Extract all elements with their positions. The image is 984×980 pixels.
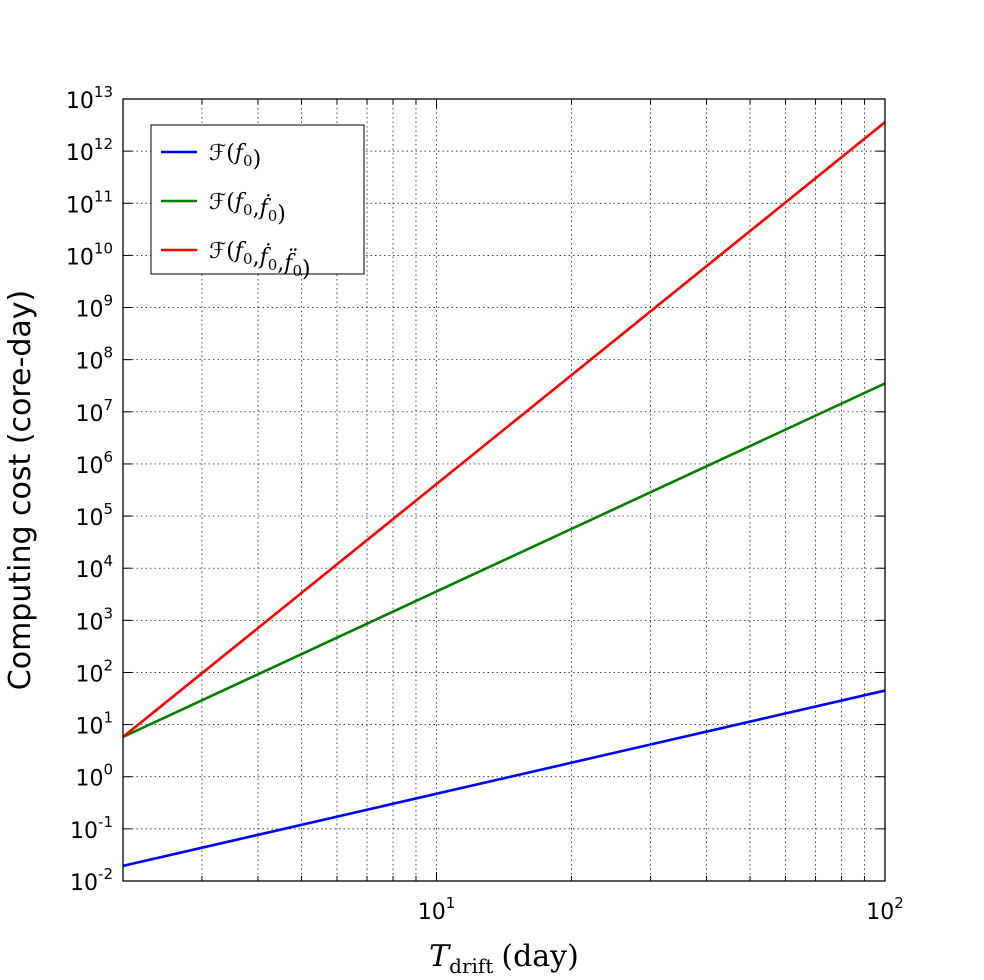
x-axis-label: Tdrift (day) bbox=[429, 939, 579, 978]
y-tick-label-base: 10 bbox=[75, 558, 103, 583]
y-tick-label-exponent: 13 bbox=[94, 83, 113, 101]
series-line-3 bbox=[122, 121, 886, 738]
legend-label-part: ℱ( bbox=[209, 239, 235, 264]
y-tick-label-base: 10 bbox=[75, 610, 103, 635]
y-tick-label-base: 10 bbox=[75, 298, 103, 323]
y-tick-label: 10-1 bbox=[70, 813, 113, 844]
legend-label-part: , bbox=[253, 196, 260, 221]
y-tick-label-exponent: 1 bbox=[103, 709, 113, 727]
y-tick-label-base: 10 bbox=[66, 245, 94, 270]
x-tick-label-exponent: 2 bbox=[894, 894, 904, 912]
y-tick-label: 105 bbox=[75, 500, 113, 531]
legend-label-part: , bbox=[277, 251, 284, 276]
y-tick-label: 100 bbox=[75, 761, 113, 792]
y-tick-label-base: 10 bbox=[75, 350, 103, 375]
x-axis-label-main: T bbox=[429, 939, 451, 974]
y-tick-label: 106 bbox=[75, 448, 113, 479]
y-tick-label: 102 bbox=[75, 656, 113, 687]
y-tick-label-exponent: 11 bbox=[94, 187, 113, 205]
y-tick-label-exponent: 2 bbox=[103, 656, 113, 674]
x-axis-label-unit: (day) bbox=[501, 939, 578, 974]
y-tick-label: 103 bbox=[75, 604, 113, 635]
legend-label-subscript: 0 bbox=[268, 207, 278, 225]
y-tick-label-base: 10 bbox=[70, 871, 98, 896]
x-tick-label-exponent: 1 bbox=[446, 894, 456, 912]
y-tick-label-exponent: -2 bbox=[98, 865, 113, 883]
x-tick-label: 102 bbox=[866, 894, 904, 925]
y-tick-label-base: 10 bbox=[66, 141, 94, 166]
legend-label-part: , bbox=[253, 245, 260, 270]
series-line-1 bbox=[122, 689, 886, 868]
legend-label-part: ) bbox=[302, 257, 311, 282]
legend-label-part: ) bbox=[253, 147, 262, 172]
y-tick-label-base: 10 bbox=[75, 402, 103, 427]
y-tick-label-base: 10 bbox=[70, 819, 98, 844]
legend-label-part: ℱ( bbox=[209, 141, 235, 166]
legend-label-subscript: 0 bbox=[243, 201, 253, 219]
legend-label-subscript: 0 bbox=[243, 152, 253, 170]
y-tick-label: 101 bbox=[75, 709, 113, 740]
y-tick-label-exponent: 10 bbox=[94, 239, 113, 257]
y-tick-label-exponent: 6 bbox=[103, 448, 113, 466]
plot-frame bbox=[122, 98, 886, 882]
y-tick-label-base: 10 bbox=[66, 89, 94, 114]
tick-labels: 10-210-110010110210310410510610710810910… bbox=[66, 83, 904, 925]
y-tick-label-exponent: 0 bbox=[103, 761, 113, 779]
legend-label-subscript: 0 bbox=[268, 256, 278, 274]
y-tick-label: 1010 bbox=[66, 239, 113, 270]
legend: F(f0)ℱ(f0)F(f0,ḟ0)ℱ(f0,ḟ0)F(f0,ḟ0,f̈0)ℱ… bbox=[150, 124, 365, 282]
y-tick-label: 108 bbox=[75, 344, 113, 375]
y-tick-label-exponent: 12 bbox=[94, 135, 113, 153]
y-tick-label-base: 10 bbox=[75, 506, 103, 531]
y-tick-label: 1011 bbox=[66, 187, 113, 218]
series-line-2 bbox=[122, 382, 886, 739]
legend-label-part: ) bbox=[277, 202, 286, 227]
legend-label-subscript: 0 bbox=[243, 250, 253, 268]
legend-label-subscript: 0 bbox=[292, 262, 302, 280]
y-tick-label-exponent: 8 bbox=[103, 344, 113, 362]
x-axis-label-sub: drift bbox=[449, 954, 493, 978]
y-tick-label-exponent: 5 bbox=[103, 500, 113, 518]
y-tick-label: 1013 bbox=[66, 83, 113, 114]
y-tick-label-base: 10 bbox=[66, 193, 94, 218]
legend-label-part: ℱ( bbox=[209, 190, 235, 215]
y-tick-label-base: 10 bbox=[75, 454, 103, 479]
y-tick-label: 1012 bbox=[66, 135, 113, 166]
x-tick-label-base: 10 bbox=[866, 900, 894, 925]
ticks bbox=[122, 98, 886, 882]
x-tick-label-base: 10 bbox=[418, 900, 446, 925]
y-tick-label: 109 bbox=[75, 292, 113, 323]
y-tick-label-exponent: 9 bbox=[103, 292, 113, 310]
y-tick-label-exponent: -1 bbox=[98, 813, 113, 831]
y-axis-label: Computing cost (core-day) bbox=[3, 290, 38, 690]
y-tick-label-exponent: 3 bbox=[103, 604, 113, 622]
legend-label-1: F(f0)ℱ(f0) bbox=[209, 141, 261, 172]
y-tick-label-base: 10 bbox=[75, 715, 103, 740]
grid bbox=[123, 99, 885, 881]
y-tick-label: 107 bbox=[75, 396, 113, 427]
series-layer bbox=[122, 121, 886, 868]
y-tick-label: 10-2 bbox=[70, 865, 113, 896]
y-tick-label-exponent: 7 bbox=[103, 396, 113, 414]
y-tick-label-base: 10 bbox=[75, 767, 103, 792]
y-tick-label: 104 bbox=[75, 552, 113, 583]
y-tick-label-exponent: 4 bbox=[103, 552, 113, 570]
y-tick-label-base: 10 bbox=[75, 662, 103, 687]
legend-label-3: F(f0,ḟ0,f̈0)ℱ(f0,ḟ0,f̈0) bbox=[209, 239, 311, 282]
x-tick-label: 101 bbox=[418, 894, 456, 925]
